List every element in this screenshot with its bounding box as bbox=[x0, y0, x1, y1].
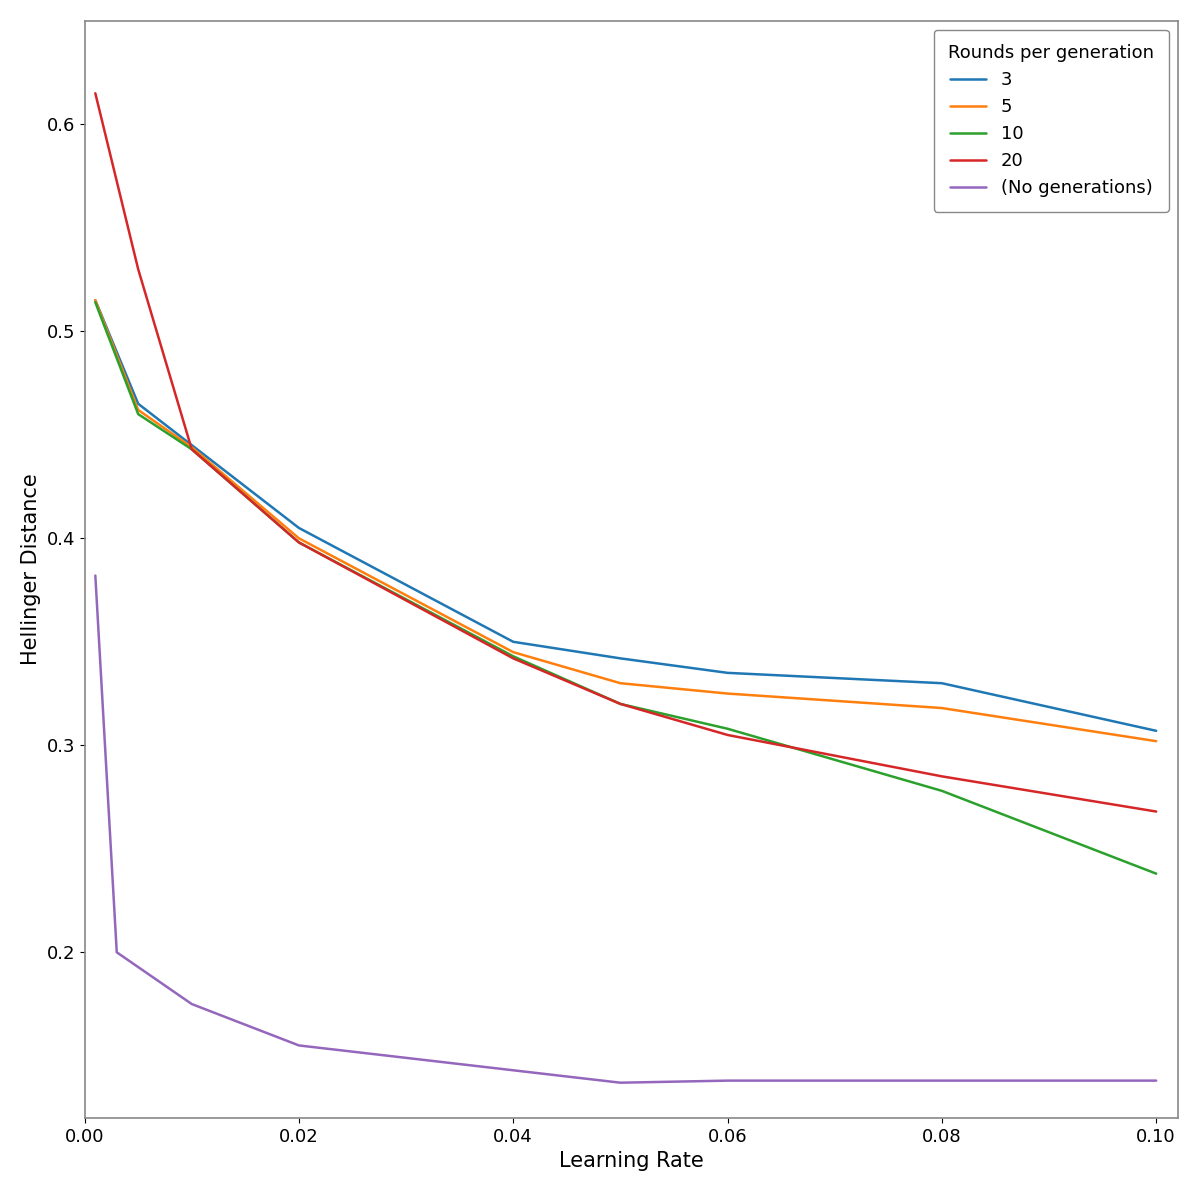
(No generations) bbox=[935, 1074, 949, 1088]
3 bbox=[1148, 724, 1163, 738]
20 bbox=[131, 262, 145, 277]
Line: 20: 20 bbox=[95, 93, 1156, 812]
5 bbox=[720, 687, 734, 701]
3 bbox=[131, 397, 145, 411]
(No generations) bbox=[1148, 1074, 1163, 1088]
5 bbox=[131, 403, 145, 417]
Line: (No generations): (No generations) bbox=[95, 576, 1156, 1082]
20 bbox=[292, 535, 306, 550]
3 bbox=[506, 634, 521, 648]
5 bbox=[506, 645, 521, 659]
(No generations) bbox=[185, 997, 199, 1011]
20 bbox=[1148, 805, 1163, 819]
(No generations) bbox=[720, 1074, 734, 1088]
3 bbox=[720, 665, 734, 679]
Legend: 3, 5, 10, 20, (No generations): 3, 5, 10, 20, (No generations) bbox=[934, 30, 1169, 212]
5 bbox=[1148, 734, 1163, 749]
X-axis label: Learning Rate: Learning Rate bbox=[559, 1151, 703, 1172]
10 bbox=[720, 721, 734, 735]
(No generations) bbox=[109, 945, 124, 960]
5 bbox=[88, 293, 102, 308]
3 bbox=[935, 676, 949, 690]
Line: 5: 5 bbox=[95, 300, 1156, 741]
10 bbox=[613, 697, 628, 712]
10 bbox=[506, 650, 521, 664]
10 bbox=[131, 406, 145, 421]
Line: 3: 3 bbox=[95, 300, 1156, 731]
20 bbox=[613, 697, 628, 712]
Line: 10: 10 bbox=[95, 303, 1156, 874]
3 bbox=[88, 293, 102, 308]
10 bbox=[1148, 867, 1163, 881]
10 bbox=[935, 783, 949, 797]
10 bbox=[292, 535, 306, 550]
5 bbox=[292, 532, 306, 546]
20 bbox=[935, 769, 949, 783]
(No generations) bbox=[88, 569, 102, 583]
5 bbox=[935, 701, 949, 715]
20 bbox=[185, 442, 199, 457]
(No generations) bbox=[506, 1063, 521, 1078]
3 bbox=[292, 521, 306, 535]
5 bbox=[613, 676, 628, 690]
20 bbox=[88, 86, 102, 100]
3 bbox=[185, 437, 199, 452]
20 bbox=[506, 651, 521, 665]
20 bbox=[720, 728, 734, 743]
Y-axis label: Hellinger Distance: Hellinger Distance bbox=[20, 473, 41, 665]
10 bbox=[88, 296, 102, 310]
5 bbox=[185, 440, 199, 454]
3 bbox=[613, 651, 628, 665]
(No generations) bbox=[613, 1075, 628, 1089]
(No generations) bbox=[292, 1038, 306, 1053]
10 bbox=[185, 442, 199, 457]
